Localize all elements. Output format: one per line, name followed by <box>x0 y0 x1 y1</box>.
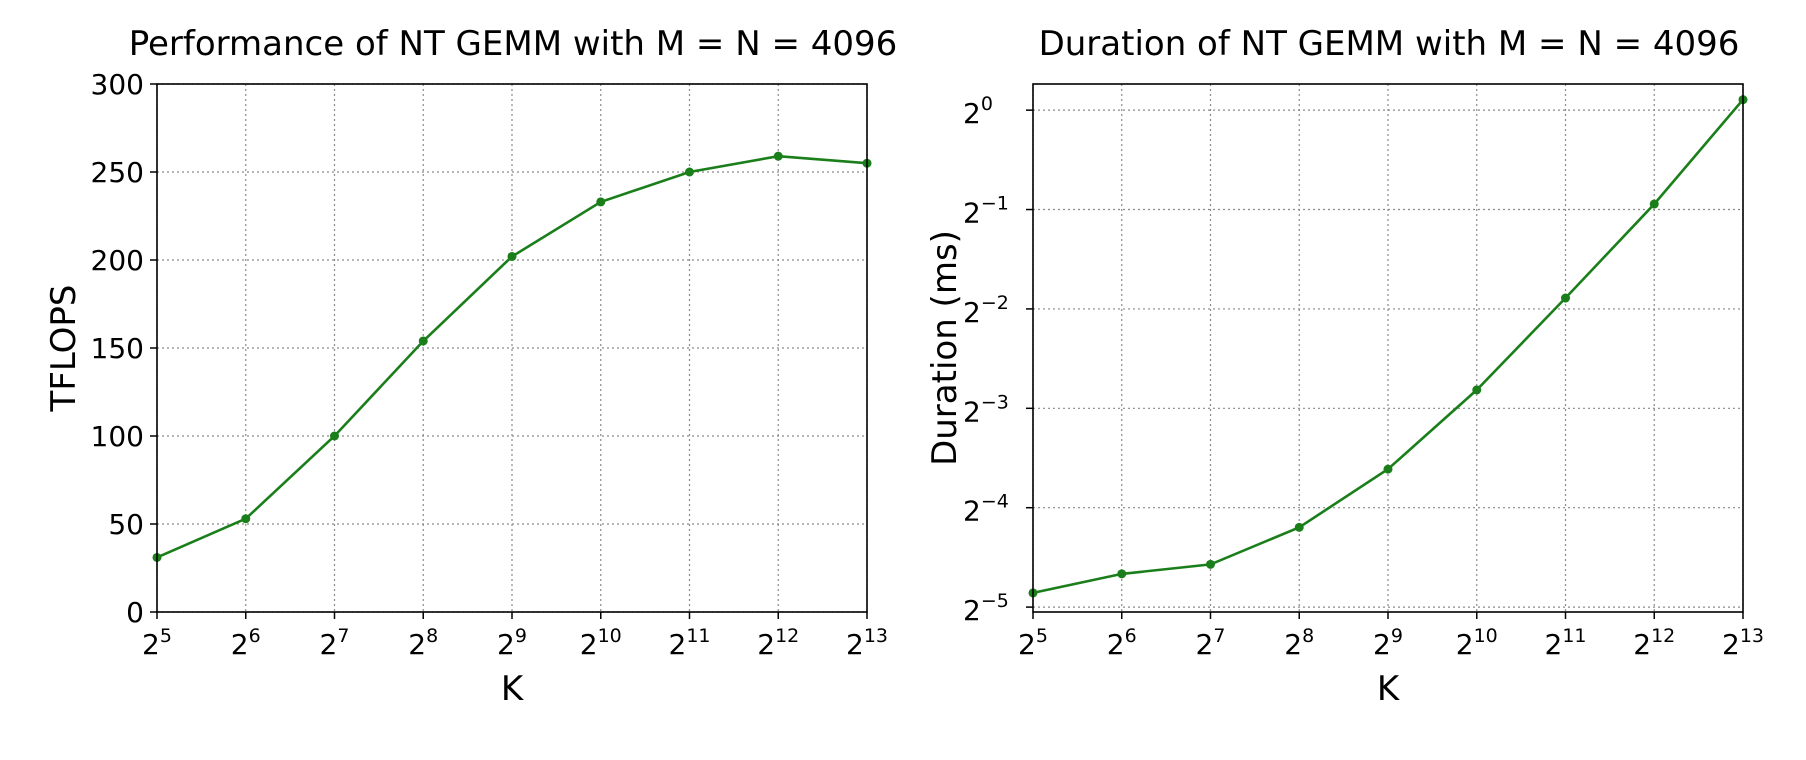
x-tick-labels: 25 26 27 28 29 210 211 212 213 <box>1018 625 1764 661</box>
x-tick-label: 211 <box>668 625 710 661</box>
chart-title: Duration of NT GEMM with M = N = 4096 <box>1039 24 1740 64</box>
x-tick-label: 29 <box>1373 625 1403 661</box>
y-tick-labels: 20 2−1 2−2 2−3 2−4 2−5 <box>963 93 1009 627</box>
y-tick-label: 2−4 <box>963 491 1009 528</box>
x-tick-label: 25 <box>142 625 172 661</box>
series-line <box>1032 98 1744 595</box>
x-tick-label: 211 <box>1544 625 1586 661</box>
x-tick-label: 29 <box>497 625 527 661</box>
y-tick-label: 2−3 <box>963 391 1009 428</box>
data-point <box>507 251 517 261</box>
duration-chart: Duration of NT GEMM with M = N = 4096 25… <box>925 24 1764 709</box>
data-point <box>596 197 606 207</box>
x-tick-label: 26 <box>231 625 261 661</box>
x-tick-label: 28 <box>408 625 438 661</box>
data-point <box>1294 522 1304 532</box>
x-tick-label: 210 <box>1456 625 1498 661</box>
x-tick-label: 27 <box>1196 625 1226 661</box>
data-point <box>330 431 339 441</box>
y-tick-label: 2−2 <box>963 292 1009 329</box>
y-axis-label: TFLOPS <box>44 285 84 413</box>
y-tick-label: 2−5 <box>963 590 1009 627</box>
plot-frame <box>156 83 868 613</box>
y-tick-label: 200 <box>91 244 144 277</box>
y-tick-label: 50 <box>108 508 144 541</box>
data-point <box>418 336 428 346</box>
x-tick-label: 213 <box>1722 625 1764 661</box>
chart-title: Performance of NT GEMM with M = N = 4096 <box>129 24 898 64</box>
grid <box>150 83 868 619</box>
data-point <box>1649 199 1659 209</box>
series-line <box>156 154 868 559</box>
y-tick-labels: 0 50 100 150 200 250 300 <box>91 68 144 629</box>
x-tick-label: 25 <box>1018 625 1048 661</box>
data-point <box>773 151 783 161</box>
y-tick-label: 20 <box>963 93 993 130</box>
y-tick-label: 250 <box>91 156 144 189</box>
plot-frame <box>1032 83 1744 613</box>
x-tick-label: 210 <box>580 625 622 661</box>
data-point <box>1117 569 1127 579</box>
x-tick-label: 212 <box>1633 625 1675 661</box>
data-point <box>1206 559 1215 569</box>
x-tick-labels: 25 26 27 28 29 210 211 212 213 <box>142 625 888 661</box>
y-tick-label: 150 <box>91 332 144 365</box>
x-axis-label: K <box>1377 669 1401 709</box>
x-tick-label: 213 <box>846 625 888 661</box>
y-tick-label: 2−1 <box>963 193 1009 230</box>
x-tick-label: 27 <box>320 625 350 661</box>
data-point <box>1472 385 1482 395</box>
x-tick-label: 26 <box>1107 625 1137 661</box>
data-point <box>1561 293 1570 303</box>
data-point <box>1383 464 1393 474</box>
y-tick-label: 300 <box>91 68 144 101</box>
x-tick-label: 212 <box>757 625 799 661</box>
y-axis-label: Duration (ms) <box>925 230 965 466</box>
data-point <box>241 514 251 524</box>
performance-chart: Performance of NT GEMM with M = N = 4096… <box>44 24 897 709</box>
x-tick-label: 28 <box>1284 625 1314 661</box>
x-axis-label: K <box>501 669 525 709</box>
y-tick-label: 0 <box>126 596 144 629</box>
series-group <box>152 151 872 562</box>
grid <box>1026 84 1744 619</box>
y-tick-label: 100 <box>91 420 144 453</box>
data-point <box>685 167 694 177</box>
